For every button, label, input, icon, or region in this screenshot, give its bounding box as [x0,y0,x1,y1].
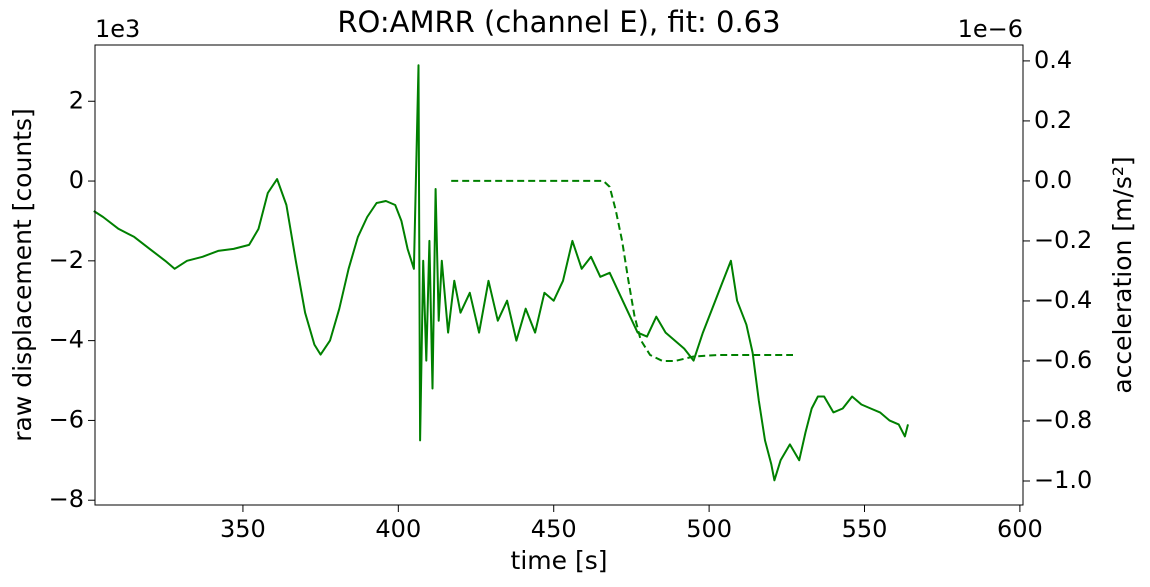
y2-tick-label: 0.0 [1034,166,1072,194]
y2-axis-label: acceleration [m/s²] [1108,156,1137,393]
y2-tick-label: 0.4 [1034,46,1072,74]
y-tick-label: −6 [49,405,84,433]
y2-offset-label: 1e−6 [958,15,1023,43]
y-offset-label: 1e3 [95,15,140,43]
plot-frame [94,44,1024,506]
x-tick-label: 350 [220,515,266,543]
x-axis-label: time [s] [511,546,608,575]
y2-tick-label: −0.2 [1034,226,1092,254]
y-tick-label: 0 [69,166,84,194]
y2-tick-label: −1.0 [1034,466,1092,494]
y-tick-label: −8 [49,485,84,513]
x-tick-label: 550 [842,515,888,543]
data-line [93,64,909,482]
y2-tick-label: 0.2 [1034,106,1072,134]
chart-title: RO:AMRR (channel E), fit: 0.63 [337,5,780,39]
x-tick-label: 400 [375,515,421,543]
y-axis-label: raw displacement [counts] [8,108,37,441]
x-tick-label: 450 [531,515,577,543]
x-tick-label: 600 [997,515,1043,543]
y-tick-label: −2 [49,246,84,274]
y2-tick-label: −0.6 [1034,346,1092,374]
y2-tick-label: −0.4 [1034,286,1092,314]
x-tick-label: 500 [686,515,732,543]
y-tick-label: 2 [69,86,84,114]
data-line [451,179,793,362]
y-tick-label: −4 [49,326,84,354]
y2-tick-label: −0.8 [1034,406,1092,434]
